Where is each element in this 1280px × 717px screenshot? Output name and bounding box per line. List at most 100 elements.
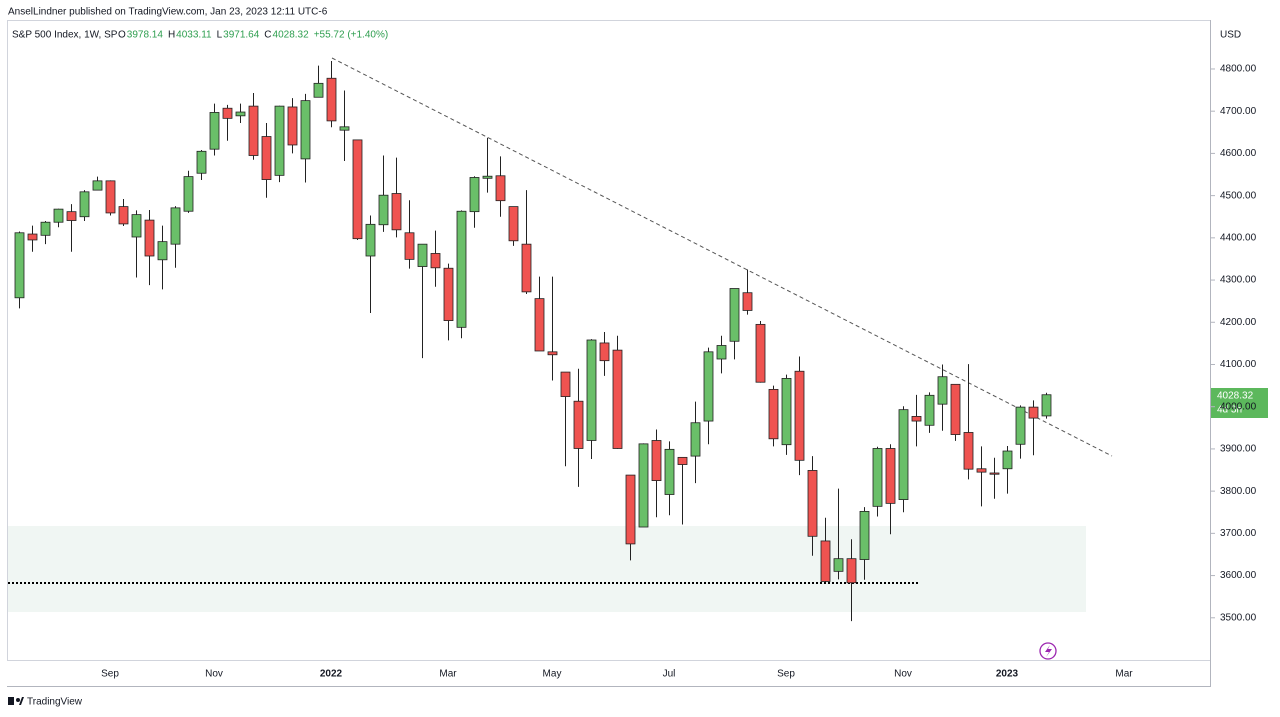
- x-tick-label: Nov: [894, 669, 912, 680]
- candle-up: [196, 150, 207, 174]
- candle-up: [924, 394, 935, 426]
- legend-value: 3971.64: [223, 30, 260, 41]
- candle-up: [859, 510, 870, 560]
- candle-down: [768, 388, 779, 440]
- candle-up: [183, 176, 194, 212]
- y-tick-label: 4300.00: [1220, 275, 1257, 286]
- candle-down: [287, 106, 298, 146]
- candle-up: [482, 175, 493, 179]
- candle-up: [79, 191, 90, 218]
- candle-down: [820, 540, 831, 582]
- candle-down: [885, 448, 896, 504]
- candle-down: [443, 267, 454, 321]
- candle-up: [300, 100, 311, 160]
- candle-up: [417, 243, 428, 267]
- candle-down: [677, 456, 688, 465]
- candle-up: [274, 105, 285, 176]
- candle-down: [612, 349, 623, 449]
- candle-down: [118, 206, 129, 225]
- candle-up: [365, 223, 376, 257]
- candle-up: [40, 221, 51, 236]
- candle-down: [989, 472, 1000, 475]
- candle-down: [755, 323, 766, 383]
- candle-up: [833, 558, 844, 572]
- candle-up: [703, 351, 714, 422]
- y-tick-label: 4100.00: [1220, 359, 1257, 370]
- candle-up: [638, 443, 649, 528]
- candles: [14, 60, 1052, 622]
- legend-value: 4028.32: [273, 30, 310, 41]
- candle-up: [209, 112, 220, 150]
- candle-up: [898, 409, 909, 500]
- legend-key: L: [217, 30, 223, 41]
- y-tick-label: 3700.00: [1220, 528, 1257, 539]
- candle-up: [157, 241, 168, 261]
- candle-down: [430, 253, 441, 269]
- candle-down: [248, 105, 259, 156]
- candle-up: [781, 378, 792, 446]
- legend-value: 4033.11: [176, 30, 212, 41]
- x-tick-label: 2023: [996, 669, 1019, 680]
- candle-up: [1002, 450, 1013, 470]
- x-tick-label: Mar: [1115, 669, 1133, 680]
- support-zone: [8, 526, 1086, 612]
- y-tick-label: 3500.00: [1220, 612, 1257, 623]
- candle-up: [313, 82, 324, 98]
- candle-up: [53, 208, 64, 223]
- x-tick-label: Nov: [205, 669, 223, 680]
- candle-up: [131, 214, 142, 238]
- candle-down: [573, 400, 584, 449]
- x-tick-label: Sep: [101, 669, 119, 680]
- legend-value: 3978.14: [127, 30, 164, 41]
- candle-up: [586, 339, 597, 441]
- candle-up: [235, 111, 246, 117]
- x-tick-label: Jul: [663, 669, 676, 680]
- candle-down: [950, 383, 961, 435]
- candle-up: [716, 345, 727, 360]
- legend-key: O: [118, 30, 126, 41]
- legend-key: C: [264, 30, 271, 41]
- symbol-title: S&P 500 Index, 1W, SP: [12, 30, 118, 41]
- tv-logo: [8, 697, 24, 705]
- candle-down: [625, 474, 636, 545]
- candle-up: [456, 210, 467, 328]
- y-tick-label: 4200.00: [1220, 317, 1257, 328]
- currency: USD: [1220, 30, 1241, 41]
- event-icon[interactable]: [1039, 642, 1057, 660]
- candle-down: [508, 206, 519, 242]
- candle-down: [742, 292, 753, 311]
- candle-down: [547, 351, 558, 356]
- candle-down: [846, 558, 857, 584]
- countdown: 4d 3h: [1217, 405, 1242, 416]
- candle-down: [222, 107, 233, 119]
- candle-down: [495, 175, 506, 202]
- y-tick-label: 4500.00: [1220, 190, 1257, 201]
- y-tick-label: 3900.00: [1220, 444, 1257, 455]
- candle-down: [911, 416, 922, 422]
- candle-up: [872, 448, 883, 507]
- candle-down: [534, 298, 545, 352]
- candle-down: [976, 468, 987, 473]
- publisher: AnselLindner published on TradingView.co…: [8, 7, 328, 18]
- candle-down: [794, 370, 805, 461]
- price-tag: [1211, 388, 1268, 418]
- brand: TradingView: [27, 697, 83, 708]
- y-tick-label: 3600.00: [1220, 570, 1257, 581]
- x-tick-label: Mar: [439, 669, 457, 680]
- candle-up: [937, 376, 948, 405]
- x-tick-label: 2022: [320, 669, 343, 680]
- candle-up: [1041, 394, 1052, 417]
- lightning: [1045, 645, 1052, 657]
- candle-up: [170, 207, 181, 245]
- y-tick-label: 4600.00: [1220, 148, 1257, 159]
- y-tick-label: 3800.00: [1220, 486, 1257, 497]
- candle-up: [690, 422, 701, 457]
- candle-up: [729, 288, 740, 342]
- candle-down: [391, 193, 402, 231]
- candle-down: [521, 243, 532, 293]
- y-tick-label: 4700.00: [1220, 106, 1257, 117]
- candle-down: [66, 211, 77, 221]
- legend-key: H: [168, 30, 175, 41]
